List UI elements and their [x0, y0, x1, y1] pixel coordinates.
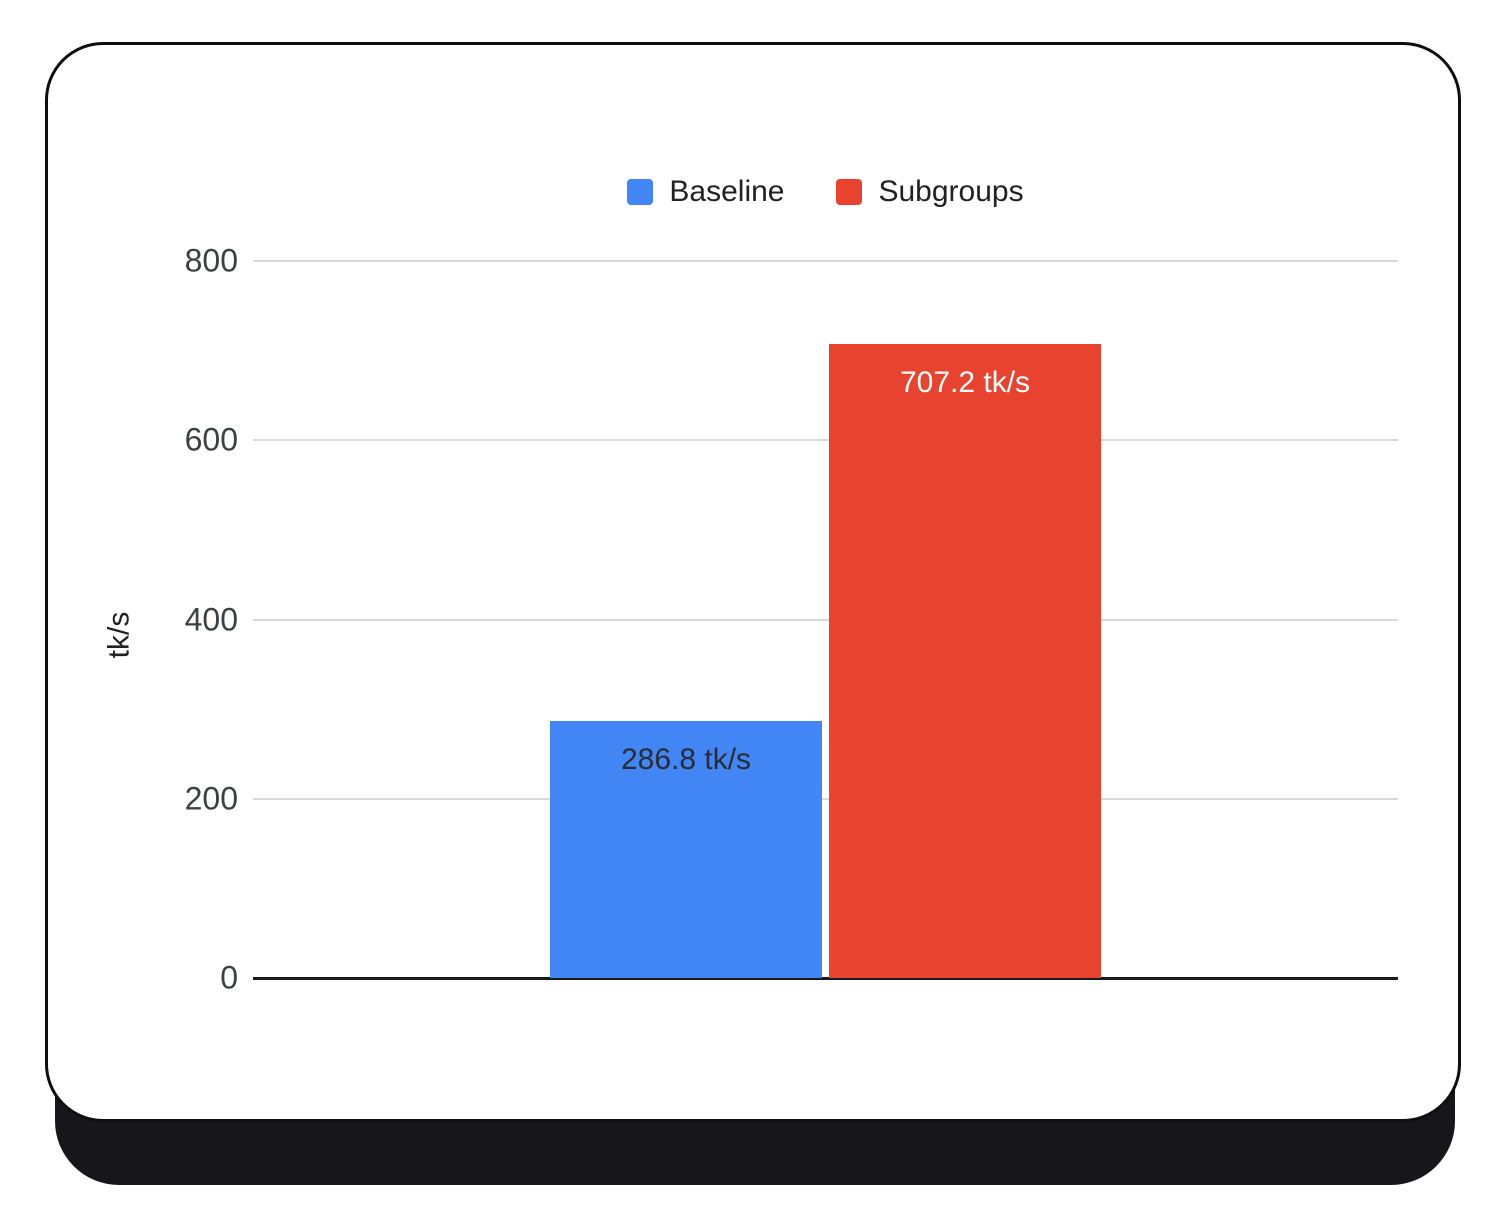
gridline	[253, 797, 1398, 800]
bar-data-label: 286.8 tk/s	[620, 742, 752, 776]
legend-swatch-icon	[627, 179, 654, 205]
bar-group: 286.8 tk/s 707.2 tk/s	[253, 261, 1398, 978]
y-axis-tick-labels: 0 200 400 600 800	[48, 243, 238, 996]
legend-swatch-icon	[836, 179, 863, 205]
gridline	[253, 260, 1398, 262]
legend-item-baseline: Baseline	[627, 175, 784, 209]
gridline	[253, 439, 1398, 442]
bar-subgroups: 707.2 tk/s	[829, 344, 1101, 978]
bar-baseline: 286.8 tk/s	[550, 720, 822, 978]
y-tick-label: 600	[184, 421, 238, 458]
x-axis-baseline	[253, 977, 1398, 980]
legend-item-subgroups: Subgroups	[836, 175, 1024, 209]
y-tick-label: 400	[184, 601, 238, 637]
gridline	[253, 618, 1398, 621]
chart-card: Baseline Subgroups tk/s 0 200 400 600 800 286…	[45, 42, 1461, 1122]
y-tick-label: 800	[184, 242, 238, 279]
legend-label: Subgroups	[878, 175, 1024, 208]
y-tick-label: 200	[184, 780, 238, 817]
chart-legend: Baseline Subgroups	[253, 175, 1398, 209]
legend-label: Baseline	[669, 175, 785, 208]
bar-data-label: 707.2 tk/s	[899, 366, 1031, 400]
y-tick-label: 0	[220, 959, 238, 996]
plot-area: 286.8 tk/s 707.2 tk/s	[253, 260, 1398, 980]
